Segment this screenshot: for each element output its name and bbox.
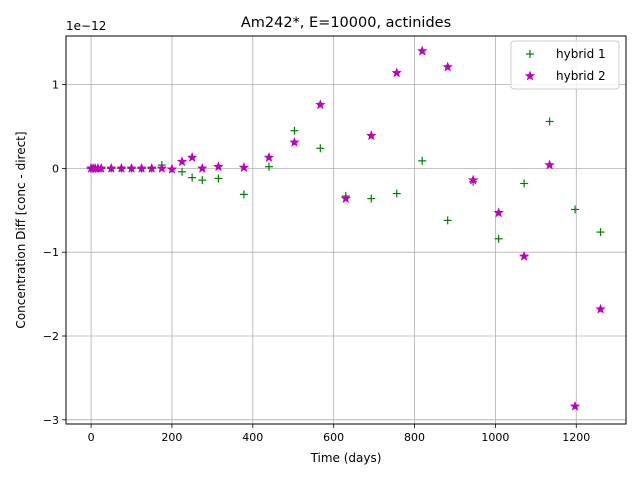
data-point-series-1 xyxy=(316,144,325,153)
data-point-series-2 xyxy=(197,162,208,173)
data-point-series-2 xyxy=(544,159,555,170)
data-point-series-1 xyxy=(392,189,401,198)
x-tick-label: 600 xyxy=(323,431,344,444)
data-point-series-2 xyxy=(493,207,504,218)
x-tick-label: 800 xyxy=(404,431,425,444)
data-point-series-2 xyxy=(315,99,326,110)
data-marks xyxy=(85,45,606,411)
data-point-series-2 xyxy=(442,61,453,72)
legend-label-series-1: hybrid 1 xyxy=(556,47,606,61)
y-tick-label: 0 xyxy=(52,162,59,175)
data-point-series-2 xyxy=(146,162,157,173)
data-point-series-2 xyxy=(595,303,606,314)
series-2-points xyxy=(85,45,606,411)
x-tick-label: 1200 xyxy=(562,431,590,444)
data-point-series-1 xyxy=(367,194,376,203)
data-point-series-2 xyxy=(176,156,188,167)
x-tick-label: 200 xyxy=(161,431,182,444)
x-axis-ticks: 0 200 400 600 800 1000 1200 xyxy=(88,424,590,444)
data-point-series-2 xyxy=(238,162,250,172)
data-point-series-1 xyxy=(443,216,452,225)
data-point-series-1 xyxy=(264,162,273,171)
legend-marker-series-1 xyxy=(526,50,534,58)
x-axis-label: Time (days) xyxy=(310,451,382,465)
plot-area xyxy=(66,36,626,424)
data-point-series-2 xyxy=(289,137,300,147)
data-point-series-2 xyxy=(263,152,275,162)
x-tick-label: 0 xyxy=(88,431,95,444)
data-point-series-1 xyxy=(545,117,554,126)
y-tick-label: −3 xyxy=(43,414,59,427)
data-point-series-2 xyxy=(340,193,351,203)
legend: hybrid 1 hybrid 2 xyxy=(510,40,620,90)
data-point-series-2 xyxy=(126,162,137,173)
data-point-series-2 xyxy=(106,162,117,173)
gridlines xyxy=(66,36,626,424)
legend-label-series-2: hybrid 2 xyxy=(556,69,606,83)
data-point-series-1 xyxy=(494,234,503,243)
data-point-series-2 xyxy=(156,162,167,173)
data-point-series-1 xyxy=(571,205,580,214)
data-point-series-1 xyxy=(198,176,207,185)
axes-frame xyxy=(65,35,627,425)
y-tick-label: 1 xyxy=(52,79,59,92)
y-axis-scale-label: 1e−12 xyxy=(66,19,106,33)
y-axis-label: Concentration Diff [conc - direct] xyxy=(14,131,28,328)
data-point-series-2 xyxy=(116,162,127,173)
data-point-series-2 xyxy=(417,45,428,56)
data-point-series-1 xyxy=(290,126,299,135)
data-point-series-2 xyxy=(187,152,198,162)
data-point-series-2 xyxy=(166,163,178,174)
data-point-series-1 xyxy=(239,190,248,199)
data-point-series-2 xyxy=(569,400,581,411)
y-axis-ticks: −3 −2 −1 0 1 xyxy=(43,79,66,427)
data-point-series-1 xyxy=(188,173,197,182)
data-point-series-2 xyxy=(366,130,377,141)
data-point-series-1 xyxy=(596,228,605,237)
data-point-series-2 xyxy=(391,67,402,78)
data-point-series-1 xyxy=(178,167,187,176)
data-point-series-1 xyxy=(418,156,427,165)
legend-box xyxy=(510,40,620,90)
y-tick-label: −2 xyxy=(43,330,59,343)
data-point-series-1 xyxy=(214,174,223,183)
legend-marker-series-2 xyxy=(524,70,536,81)
data-point-series-2 xyxy=(213,161,224,172)
data-point-series-2 xyxy=(96,162,107,173)
chart-title: Am242*, E=10000, actinides xyxy=(241,15,451,31)
data-point-series-2 xyxy=(518,250,530,261)
x-tick-label: 1000 xyxy=(481,431,509,444)
data-point-series-2 xyxy=(136,162,147,173)
data-point-series-2 xyxy=(468,174,479,185)
x-tick-label: 400 xyxy=(242,431,263,444)
y-tick-label: −1 xyxy=(43,246,59,259)
data-point-series-1 xyxy=(520,179,529,188)
